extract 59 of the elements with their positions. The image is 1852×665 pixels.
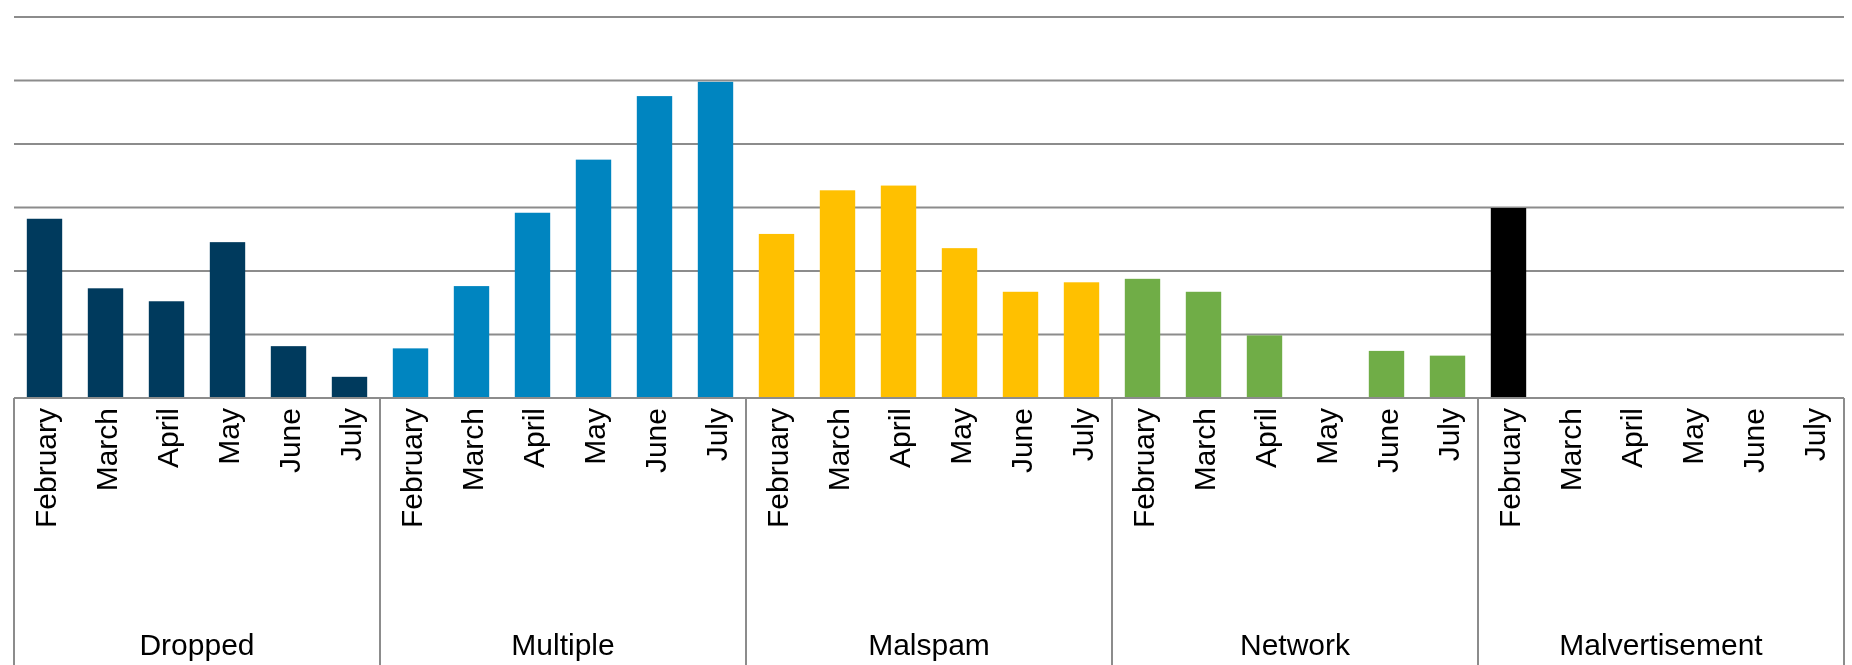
x-tick-label: March xyxy=(455,408,489,492)
x-tick-label: April xyxy=(882,408,916,469)
bar xyxy=(1124,278,1161,398)
x-tick-label: May xyxy=(1675,408,1709,465)
x-tick-label: March xyxy=(89,408,123,492)
bar xyxy=(1185,291,1222,398)
bar xyxy=(1246,335,1283,398)
bar xyxy=(1063,282,1100,398)
x-tick-label: April xyxy=(150,408,184,469)
x-tick-label: February xyxy=(760,408,794,529)
x-tick-label: May xyxy=(1309,408,1343,465)
bar xyxy=(575,159,612,398)
x-tick-label: April xyxy=(1614,408,1648,469)
bar xyxy=(514,212,551,398)
bar xyxy=(270,346,307,398)
x-tick-label: July xyxy=(1797,408,1831,462)
x-tick-label: July xyxy=(333,408,367,462)
x-tick-label: April xyxy=(1248,408,1282,469)
x-tick-label: July xyxy=(1065,408,1099,462)
x-tick-label: February xyxy=(28,408,62,529)
x-tick-label: March xyxy=(1553,408,1587,492)
x-tick-label: March xyxy=(1187,408,1221,492)
x-tick-label: May xyxy=(577,408,611,465)
bar xyxy=(941,248,978,398)
bar xyxy=(1429,355,1466,398)
bar xyxy=(87,288,124,398)
bar xyxy=(453,286,490,398)
text: Network xyxy=(1239,628,1352,661)
x-tick-label: July xyxy=(1431,408,1465,462)
x-tick-label: May xyxy=(211,408,245,465)
text: Multiple xyxy=(511,628,615,661)
x-tick-label: February xyxy=(1492,408,1526,529)
text: Malspam xyxy=(868,628,990,661)
bar xyxy=(26,218,63,398)
x-tick-label: June xyxy=(1004,408,1038,474)
bar xyxy=(697,81,734,398)
x-tick-label: April xyxy=(516,408,550,469)
x-tick-label: June xyxy=(1370,408,1404,474)
x-tick-label: June xyxy=(1736,408,1770,474)
bar xyxy=(1490,208,1527,398)
x-tick-label: March xyxy=(821,408,855,492)
bar xyxy=(331,376,368,398)
bar xyxy=(636,96,673,398)
bar xyxy=(819,190,856,398)
bar xyxy=(1002,291,1039,398)
x-tick-label: February xyxy=(394,408,428,529)
bar xyxy=(880,185,917,398)
x-tick-label: May xyxy=(943,408,977,465)
x-tick-label: June xyxy=(272,408,306,474)
x-tick-label: June xyxy=(638,408,672,474)
x-tick-label: July xyxy=(699,408,733,462)
bar xyxy=(1368,350,1405,398)
text: Malvertisement xyxy=(1559,628,1764,661)
bar xyxy=(392,348,429,398)
text: Dropped xyxy=(139,628,255,661)
bar xyxy=(148,301,185,398)
bar xyxy=(758,233,795,398)
x-tick-label: February xyxy=(1126,408,1160,529)
bar xyxy=(209,242,246,398)
